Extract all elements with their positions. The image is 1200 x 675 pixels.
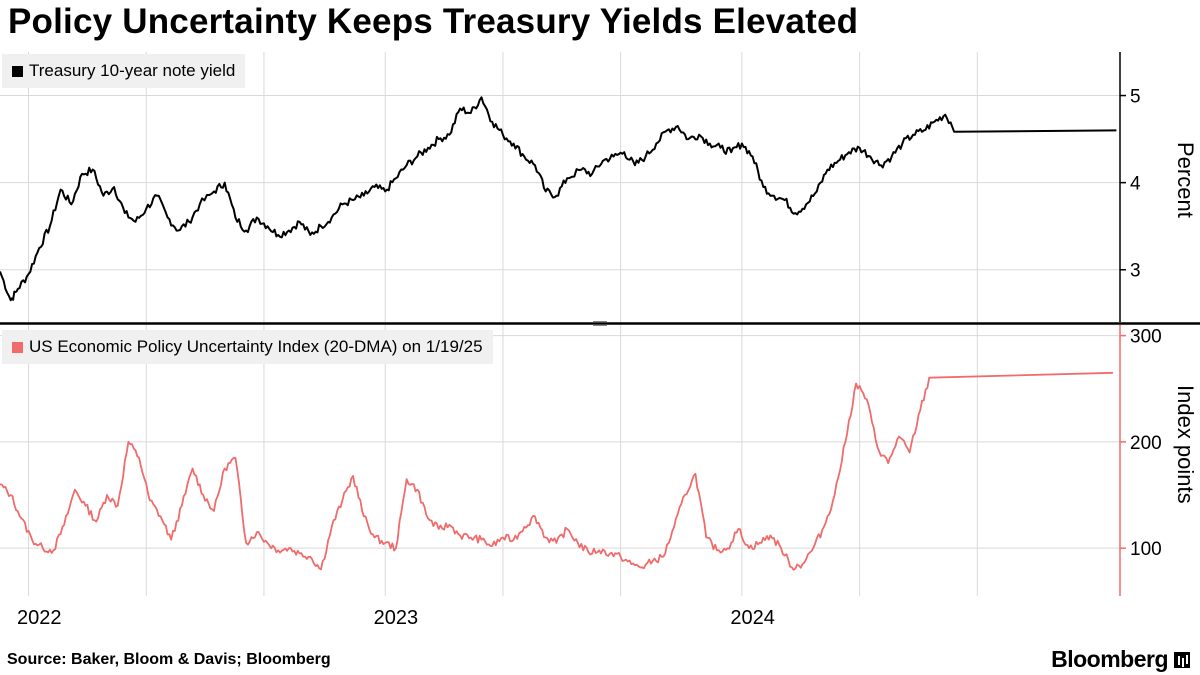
yield-axis-title: Percent [1173,142,1198,218]
yield-legend-swatch [12,65,23,77]
epu-series-line [0,371,1113,571]
yield-series-line [0,96,1117,302]
epu-y-tick-label: 300 [1130,327,1162,348]
epu-y-tick-label: 100 [1130,539,1162,560]
epu-legend-label: US Economic Policy Uncertainty Index (20… [29,337,483,356]
source-note: Source: Baker, Bloom & Davis; Bloomberg [7,651,331,668]
epu-panel [0,371,1113,571]
epu-axis-title: Index points [1173,385,1198,504]
yield-y-tick-label: 3 [1130,261,1141,282]
epu-y-tick-label: 200 [1130,433,1162,454]
epu-legend: US Economic Policy Uncertainty Index (20… [2,330,493,364]
epu-legend-swatch [12,341,23,353]
yield-panel [0,96,1117,302]
x-tick-label: 2023 [374,607,419,629]
grid-layer [0,52,1120,596]
axis-layer: 3 4 5 100 200 300 2022 2023 2024 [0,52,1200,629]
x-tick-label: 2022 [17,607,62,629]
yield-y-tick-label: 5 [1130,87,1141,108]
yield-y-tick-label: 4 [1130,174,1141,195]
chart-title: Policy Uncertainty Keeps Treasury Yields… [8,2,859,41]
yield-legend: Treasury 10-year note yield [2,54,246,88]
x-tick-label: 2024 [730,607,775,629]
yield-legend-label: Treasury 10-year note yield [29,61,236,80]
brand-wordmark: Bloomberg [1051,646,1168,672]
brand-logo: Bloomberg [1051,646,1190,673]
bloomberg-chart-icon [1174,651,1190,668]
